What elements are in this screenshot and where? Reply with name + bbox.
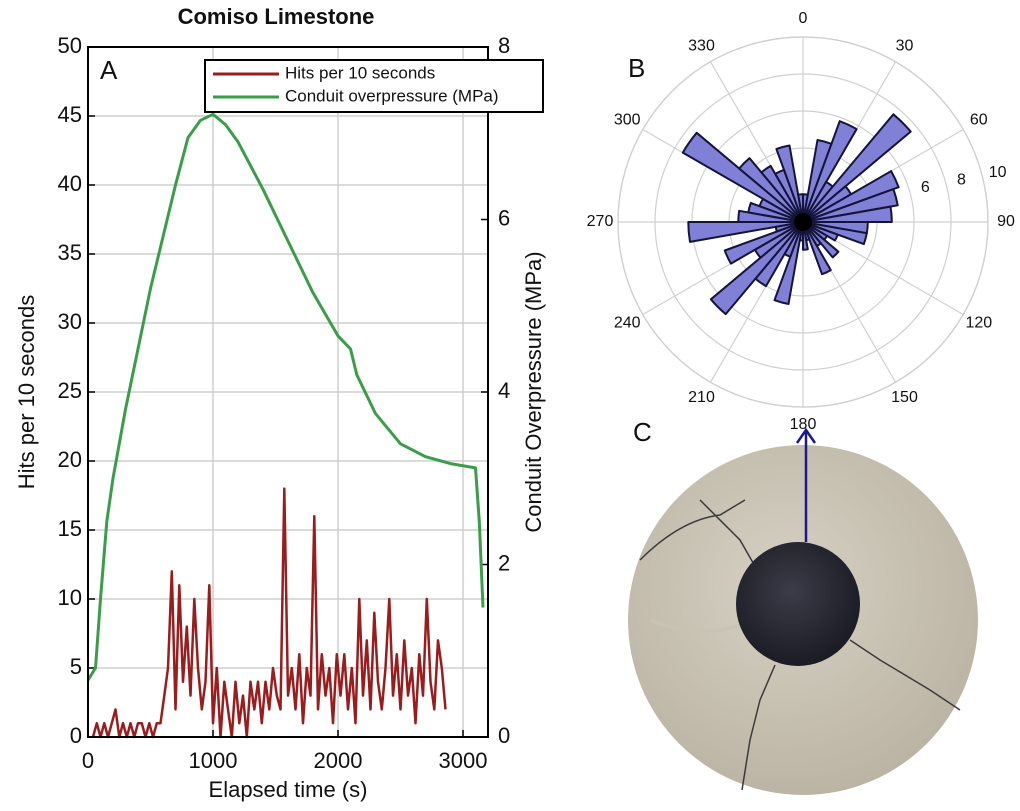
polar-bar [802,170,900,223]
y2-tick-label: 4 [498,378,510,403]
theta-tick-label: 180 [790,416,817,433]
x-axis-label: Elapsed time (s) [209,777,368,802]
y-axis-label: Hits per 10 seconds [14,295,39,489]
crack [741,664,776,791]
panel-a: Comiso Limestone A Hits per 10 seconds C… [14,4,546,802]
arrow-head [795,427,817,444]
x-tick-label: 3000 [439,748,488,773]
y2-axis-label: Conduit Overpressure (MPa) [521,251,546,532]
panel-label: B [628,53,645,83]
borehole [736,542,860,666]
data-line [86,112,485,681]
y-tick-label: 35 [58,240,82,265]
theta-tick-label: 90 [997,213,1015,230]
theta-tick-label: 210 [688,389,715,406]
polar-bar [709,221,804,316]
polar-bar [760,164,804,223]
polar-bar [802,205,893,223]
texture [649,618,741,633]
polar-bar [802,188,899,223]
y-tick-label: 30 [58,309,82,334]
y2-tick-label: 2 [498,550,510,575]
panel-c: C [628,417,978,795]
polar-bar [681,131,804,223]
polar-bar [802,221,840,259]
polar-bar [723,221,804,265]
y-tick-label: 0 [70,723,82,748]
theta-tick-label: 30 [896,37,914,54]
theta-tick-label: 330 [688,37,715,54]
y2-tick-label: 8 [498,33,510,58]
x-tick-label: 2000 [314,748,363,773]
x-tick-label: 1000 [189,748,238,773]
r-tick-label: 6 [921,179,930,196]
theta-tick-label: 0 [799,10,808,27]
legend-label: Conduit overpressure (MPa) [285,86,499,105]
polar-bar [802,221,832,276]
panel-label: A [100,55,118,85]
theta-tick-label: 300 [614,112,641,129]
y-tick-label: 45 [58,102,82,127]
y-tick-label: 25 [58,378,82,403]
chart-title: Comiso Limestone [178,4,375,29]
y-tick-label: 5 [70,654,82,679]
center-dot [794,213,812,231]
polar-bar [687,221,804,243]
y2-tick-label: 6 [498,205,510,230]
crack [849,639,961,711]
y-tick-label: 20 [58,447,82,472]
polar-bar [775,144,804,223]
y-tick-label: 40 [58,171,82,196]
theta-tick-label: 240 [614,315,641,332]
theta-tick-label: 60 [970,112,988,129]
polar-bar [738,157,804,223]
legend-label: Hits per 10 seconds [285,63,435,82]
panel-b: B 468100306090120150180210240270300330 [587,10,1015,433]
theta-tick-label: 150 [891,389,918,406]
r-tick-label: 10 [989,164,1007,181]
legend-box [204,59,544,113]
theta-tick-label: 270 [587,213,614,230]
y-tick-label: 15 [58,516,82,541]
plot-frame [87,46,489,738]
data-line [91,487,447,739]
y-tick-label: 10 [58,585,82,610]
y-tick-label: 50 [58,33,82,58]
polar-bar [802,113,912,223]
theta-tick-label: 120 [965,315,992,332]
panel-label: C [633,417,652,447]
r-tick-label: 8 [957,172,966,189]
y2-tick-label: 0 [498,723,510,748]
x-tick-label: 0 [82,748,94,773]
